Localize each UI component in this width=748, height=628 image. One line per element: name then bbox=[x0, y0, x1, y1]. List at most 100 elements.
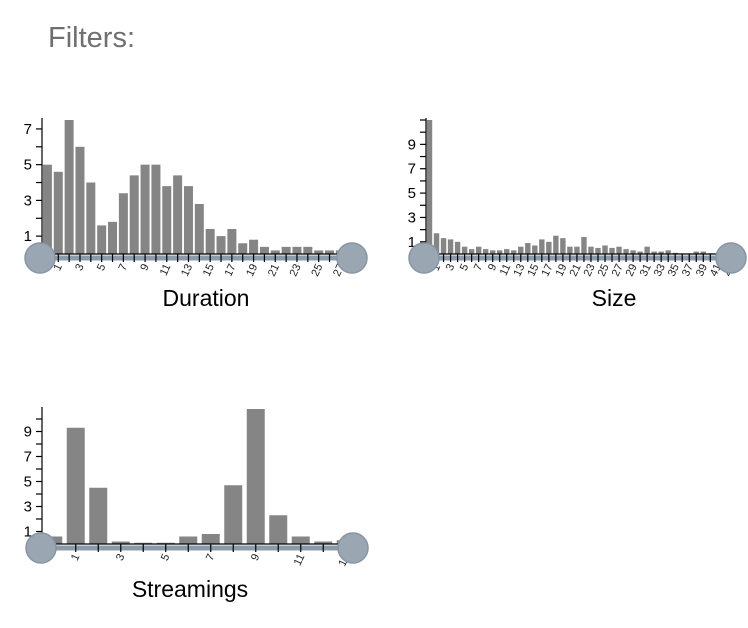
duration-y-tick-label: 5 bbox=[24, 157, 32, 174]
duration-x-tick-label: 11 bbox=[158, 262, 174, 277]
duration-bar-4 bbox=[86, 182, 96, 254]
duration-bar-7 bbox=[118, 193, 128, 254]
size-x-tick-label: 15 bbox=[525, 262, 541, 278]
size-bar-30 bbox=[637, 251, 643, 254]
size-x-tick-label: 33 bbox=[652, 262, 668, 278]
size-x-tick-label: 35 bbox=[666, 262, 682, 278]
size-bar-18 bbox=[553, 235, 559, 254]
duration-bar-23 bbox=[292, 246, 302, 254]
size-bar-35 bbox=[672, 252, 678, 254]
size-bar-28 bbox=[623, 249, 629, 254]
streamings-bar-12 bbox=[314, 541, 333, 544]
size-chart-title: Size bbox=[592, 285, 637, 311]
streamings-x-tick-label: 11 bbox=[292, 552, 308, 567]
size-bar-14 bbox=[525, 243, 531, 254]
size-y-tick-label: 1 bbox=[408, 234, 416, 251]
duration-x-tick-label: 15 bbox=[201, 262, 217, 278]
duration-bar-26 bbox=[325, 250, 335, 254]
size-bar-9 bbox=[489, 250, 496, 254]
size-x-tick-label: 9 bbox=[486, 262, 499, 273]
size-x-tick-label: 11 bbox=[498, 262, 514, 277]
size-bar-26 bbox=[609, 247, 615, 254]
duration-bar-22 bbox=[281, 246, 291, 254]
duration-bar-1 bbox=[53, 171, 63, 254]
size-x-tick-label: 39 bbox=[694, 262, 710, 278]
size-y-tick-label: 5 bbox=[408, 185, 416, 202]
streamings-bar-2 bbox=[89, 487, 108, 544]
size-bar-11 bbox=[504, 249, 510, 254]
duration-bar-24 bbox=[303, 246, 313, 254]
duration-x-tick-label: 13 bbox=[179, 262, 195, 278]
duration-x-tick-label: 21 bbox=[266, 262, 282, 278]
duration-x-tick-label: 7 bbox=[117, 262, 130, 273]
size-x-tick-label: 29 bbox=[624, 262, 640, 278]
duration-x-tick-label: 19 bbox=[244, 262, 260, 278]
duration-y-tick-label: 7 bbox=[24, 121, 32, 138]
streamings-x-tick-label: 7 bbox=[204, 552, 217, 563]
size-bar-20 bbox=[567, 246, 573, 254]
size-x-tick-label: 25 bbox=[596, 262, 612, 278]
streamings-x-tick-label: 5 bbox=[159, 552, 172, 563]
streamings-bar-1 bbox=[66, 427, 85, 544]
duration-bar-6 bbox=[108, 221, 118, 254]
duration-y-tick-label: 1 bbox=[24, 228, 32, 245]
size-bar-22 bbox=[581, 236, 587, 254]
size-histogram: 1357913579111315171921232527293133353739… bbox=[408, 118, 747, 311]
size-x-tick-label: 17 bbox=[540, 262, 556, 278]
size-bar-23 bbox=[588, 246, 594, 254]
duration-bar-15 bbox=[205, 228, 215, 254]
size-bar-8 bbox=[482, 249, 489, 254]
streamings-bar-11 bbox=[291, 536, 310, 544]
duration-bar-9 bbox=[140, 164, 150, 254]
duration-range-max-handle[interactable] bbox=[336, 242, 368, 274]
streamings-range-max-handle[interactable] bbox=[337, 532, 369, 564]
streamings-chart-title: Streamings bbox=[132, 576, 248, 602]
size-x-tick-label: 7 bbox=[472, 262, 485, 273]
size-range-max-handle[interactable] bbox=[715, 242, 747, 274]
size-bar-4 bbox=[454, 241, 461, 254]
size-x-tick-label: 3 bbox=[444, 262, 457, 273]
duration-bar-16 bbox=[216, 236, 226, 254]
duration-bar-21 bbox=[270, 250, 280, 254]
duration-x-tick-label: 5 bbox=[95, 262, 108, 273]
size-bar-2 bbox=[440, 238, 447, 254]
duration-x-tick-label: 1 bbox=[52, 262, 65, 273]
duration-bar-2 bbox=[64, 120, 74, 254]
size-bar-25 bbox=[602, 245, 608, 254]
streamings-bar-9 bbox=[246, 409, 265, 544]
duration-bar-11 bbox=[162, 186, 172, 254]
duration-x-tick-label: 23 bbox=[288, 262, 304, 278]
size-x-tick-label: 21 bbox=[568, 262, 584, 278]
size-bar-39 bbox=[700, 251, 706, 254]
streamings-bar-4 bbox=[134, 542, 153, 544]
size-bar-32 bbox=[651, 251, 657, 254]
size-bar-16 bbox=[539, 239, 545, 254]
streamings-bar-8 bbox=[224, 485, 243, 544]
size-bar-15 bbox=[532, 245, 538, 254]
size-bar-1 bbox=[433, 233, 440, 254]
duration-y-tick-label: 3 bbox=[24, 192, 32, 209]
size-x-tick-label: 23 bbox=[582, 262, 598, 278]
size-range-min-handle[interactable] bbox=[408, 242, 440, 274]
size-x-tick-label: 13 bbox=[511, 262, 527, 278]
duration-bar-14 bbox=[194, 203, 204, 254]
size-y-tick-label: 7 bbox=[408, 161, 416, 178]
streamings-bar-3 bbox=[111, 541, 130, 544]
size-y-tick-label: 3 bbox=[408, 209, 416, 226]
duration-bar-25 bbox=[314, 250, 324, 254]
streamings-bar-7 bbox=[201, 534, 220, 544]
size-bar-27 bbox=[616, 246, 622, 254]
duration-bar-19 bbox=[249, 239, 259, 254]
streamings-range-min-handle[interactable] bbox=[25, 532, 57, 564]
duration-bar-3 bbox=[75, 146, 85, 254]
streamings-x-tick-label: 9 bbox=[249, 552, 262, 563]
streamings-y-tick-label: 1 bbox=[24, 524, 32, 541]
streamings-y-tick-label: 9 bbox=[24, 424, 32, 441]
duration-chart-title: Duration bbox=[163, 285, 250, 311]
size-bar-24 bbox=[595, 247, 601, 254]
size-x-tick-label: 31 bbox=[638, 262, 654, 278]
streamings-y-tick-label: 5 bbox=[24, 474, 32, 491]
duration-range-min-handle[interactable] bbox=[24, 242, 56, 274]
